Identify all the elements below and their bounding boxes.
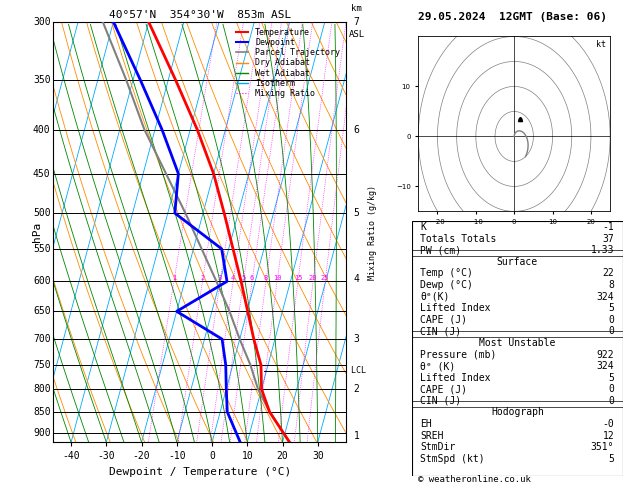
Text: 3: 3: [218, 276, 222, 281]
Text: 324: 324: [597, 361, 615, 371]
Text: 324: 324: [597, 292, 615, 301]
Text: 0: 0: [608, 315, 615, 325]
Text: 29.05.2024  12GMT (Base: 06): 29.05.2024 12GMT (Base: 06): [418, 12, 607, 22]
Text: SREH: SREH: [420, 431, 444, 441]
Text: 0: 0: [608, 384, 615, 394]
Text: 22: 22: [603, 268, 615, 278]
Text: 7: 7: [353, 17, 360, 27]
Text: 2: 2: [353, 384, 360, 394]
Text: θᵉ(K): θᵉ(K): [420, 292, 450, 301]
Text: 5: 5: [608, 373, 615, 382]
Text: CAPE (J): CAPE (J): [420, 384, 467, 394]
Text: 6: 6: [353, 124, 360, 135]
Text: 4: 4: [231, 276, 235, 281]
Text: 300: 300: [33, 17, 50, 27]
Text: 6: 6: [250, 276, 254, 281]
Text: 650: 650: [33, 306, 50, 316]
Text: 1: 1: [353, 431, 360, 441]
Text: StmDir: StmDir: [420, 442, 455, 452]
Text: 850: 850: [33, 407, 50, 417]
Text: 2: 2: [201, 276, 204, 281]
Text: Lifted Index: Lifted Index: [420, 303, 491, 313]
Text: 8: 8: [264, 276, 268, 281]
Text: hPa: hPa: [32, 222, 42, 242]
Text: Dewp (°C): Dewp (°C): [420, 280, 473, 290]
Text: 400: 400: [33, 124, 50, 135]
Text: 3: 3: [353, 334, 360, 344]
Text: 1.33: 1.33: [591, 245, 615, 255]
Text: 450: 450: [33, 169, 50, 179]
Text: Most Unstable: Most Unstable: [479, 338, 555, 348]
Text: Temp (°C): Temp (°C): [420, 268, 473, 278]
Text: 800: 800: [33, 384, 50, 394]
Text: 8: 8: [608, 280, 615, 290]
Text: 25: 25: [321, 276, 330, 281]
Text: 10: 10: [273, 276, 281, 281]
Text: CIN (J): CIN (J): [420, 396, 462, 406]
Text: 5: 5: [242, 276, 245, 281]
Text: kt: kt: [596, 40, 606, 49]
Text: K: K: [420, 222, 426, 232]
Title: 40°57'N  354°30'W  853m ASL: 40°57'N 354°30'W 853m ASL: [109, 10, 291, 20]
Text: 500: 500: [33, 208, 50, 218]
Text: 351°: 351°: [591, 442, 615, 452]
Text: Hodograph: Hodograph: [491, 407, 544, 417]
Text: 550: 550: [33, 244, 50, 254]
X-axis label: Dewpoint / Temperature (°C): Dewpoint / Temperature (°C): [109, 467, 291, 477]
Text: CIN (J): CIN (J): [420, 326, 462, 336]
Text: ASL: ASL: [348, 30, 365, 39]
Text: EH: EH: [420, 419, 432, 429]
Text: 4: 4: [353, 274, 360, 284]
Text: Pressure (mb): Pressure (mb): [420, 349, 497, 360]
Text: 700: 700: [33, 334, 50, 344]
Text: LCL: LCL: [346, 366, 366, 375]
Text: 15: 15: [294, 276, 302, 281]
Text: 5: 5: [608, 303, 615, 313]
Text: Surface: Surface: [497, 257, 538, 267]
Text: -1: -1: [603, 222, 615, 232]
Text: 350: 350: [33, 74, 50, 85]
Text: Totals Totals: Totals Totals: [420, 234, 497, 243]
Text: 922: 922: [597, 349, 615, 360]
Text: StmSpd (kt): StmSpd (kt): [420, 454, 485, 464]
Text: 0: 0: [608, 396, 615, 406]
Text: 20: 20: [309, 276, 318, 281]
Text: θᵉ (K): θᵉ (K): [420, 361, 455, 371]
Text: PW (cm): PW (cm): [420, 245, 462, 255]
Text: 750: 750: [33, 360, 50, 370]
Text: 5: 5: [353, 208, 360, 218]
Text: Mixing Ratio (g/kg): Mixing Ratio (g/kg): [368, 185, 377, 279]
Text: 600: 600: [33, 277, 50, 286]
Text: © weatheronline.co.uk: © weatheronline.co.uk: [418, 474, 531, 484]
Text: CAPE (J): CAPE (J): [420, 315, 467, 325]
Legend: Temperature, Dewpoint, Parcel Trajectory, Dry Adiabat, Wet Adiabat, Isotherm, Mi: Temperature, Dewpoint, Parcel Trajectory…: [234, 26, 342, 100]
Text: Lifted Index: Lifted Index: [420, 373, 491, 382]
Text: km: km: [351, 4, 362, 14]
Text: 1: 1: [172, 276, 176, 281]
Text: 900: 900: [33, 428, 50, 438]
Text: 12: 12: [603, 431, 615, 441]
Text: -0: -0: [603, 419, 615, 429]
Text: 0: 0: [608, 326, 615, 336]
Text: 37: 37: [603, 234, 615, 243]
Text: 5: 5: [608, 454, 615, 464]
